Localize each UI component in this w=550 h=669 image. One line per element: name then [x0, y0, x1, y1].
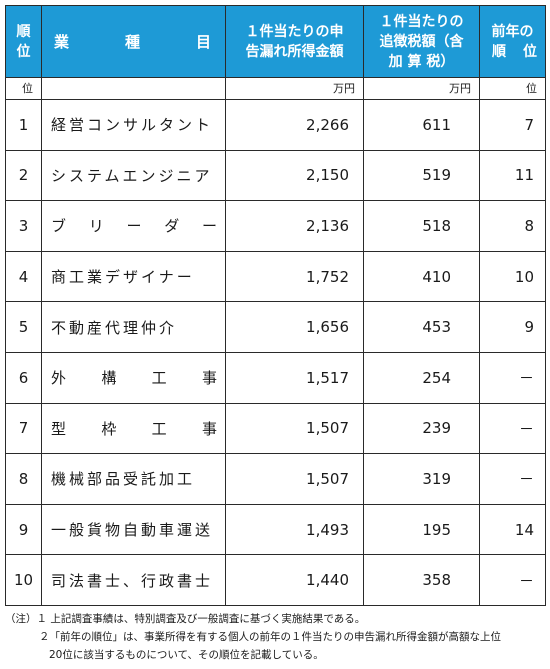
table-row: 3 ブリーダー 2,136 518 8 — [5, 200, 546, 252]
gyoshu-name: 不動産代理仲介 — [51, 318, 178, 337]
table-row: 5 不動産代理仲介 1,656 453 9 — [5, 301, 546, 353]
table-row: 6 外構工事 1,517 254 － — [5, 351, 546, 404]
unit-rank: 位 — [5, 77, 42, 100]
gyoshu-cell: 一般貨物自動車運送 — [41, 503, 226, 556]
gyoshu-cell: 商工業デザイナー — [41, 250, 226, 303]
gyoshu-name: 型枠工事 — [51, 419, 217, 438]
table-row: 8 機械部品受託加工 1,507 319 － — [5, 453, 546, 505]
tax-cell: 410 — [363, 250, 480, 303]
gyoshu-cell: 不動産代理仲介 — [41, 301, 226, 353]
rank-cell: 5 — [5, 301, 42, 353]
prev-rank-cell: 10 — [479, 250, 546, 303]
rank-cell: 8 — [5, 453, 42, 505]
units-row: 位 万円 万円 位 — [5, 77, 546, 100]
header-row: 順 位 業 種 目 １件当たりの申 告漏れ所得金額 １件当たりの 追徴税額（ — [5, 5, 546, 78]
amount-cell: 1,752 — [225, 250, 364, 303]
tax-cell: 195 — [363, 503, 480, 556]
prev-rank-cell: 11 — [479, 149, 546, 202]
tax-cell: 453 — [363, 301, 480, 353]
gyoshu-cell: システムエンジニア — [41, 149, 226, 202]
note-line-2: ２「前年の順位」は、事業所得を有する個人の前年の１件当たりの申告漏れ所得金額が高… — [39, 631, 501, 643]
tax-cell: 518 — [363, 200, 480, 252]
gyoshu-cell: 機械部品受託加工 — [41, 453, 226, 505]
header-prev-rank: 前年の 順 位 — [479, 5, 546, 78]
footnotes: （注）１ 上記調査事績は、特別調査及び一般調査に基づく実施結果である。 ２「前年… — [5, 610, 550, 664]
rank-cell: 9 — [5, 503, 42, 556]
gyoshu-name: 機械部品受託加工 — [51, 470, 196, 489]
amount-cell: 1,517 — [225, 351, 364, 404]
unit-empty — [41, 77, 226, 100]
header-amount: １件当たりの申 告漏れ所得金額 — [225, 5, 364, 78]
gyoshu-name: 司法書士、行政書士 — [51, 571, 214, 590]
gyoshu-name: システムエンジニア — [51, 166, 213, 185]
gyoshu-name: 外構工事 — [51, 369, 217, 388]
prev-rank-cell: 14 — [479, 503, 546, 556]
tax-cell: 254 — [363, 351, 480, 404]
tax-cell: 358 — [363, 554, 480, 606]
unit-prev: 位 — [479, 77, 546, 100]
header-tax: １件当たりの 追徴税額（含 加 算 税） — [363, 5, 480, 78]
prev-rank-cell: 7 — [479, 99, 546, 151]
gyoshu-cell: 外構工事 — [41, 351, 226, 404]
prev-rank-cell: － — [479, 402, 546, 455]
gyoshu-cell: ブリーダー — [41, 200, 226, 252]
amount-cell: 1,507 — [225, 453, 364, 505]
header-gyoshu: 業 種 目 — [41, 5, 226, 78]
prev-rank-cell: 9 — [479, 301, 546, 353]
rank-cell: 7 — [5, 402, 42, 455]
table-row: 1 経営コンサルタント 2,266 611 7 — [5, 99, 546, 151]
unit-amount: 万円 — [225, 77, 364, 100]
rank-cell: 10 — [5, 554, 42, 606]
unit-tax: 万円 — [363, 77, 480, 100]
gyoshu-cell: 経営コンサルタント — [41, 99, 226, 151]
amount-cell: 1,507 — [225, 402, 364, 455]
prev-rank-cell: － — [479, 351, 546, 404]
amount-cell: 2,150 — [225, 149, 364, 202]
gyoshu-cell: 型枠工事 — [41, 402, 226, 455]
rank-cell: 4 — [5, 250, 42, 303]
amount-cell: 2,266 — [225, 99, 364, 151]
note-line-1: （注）１ 上記調査事績は、特別調査及び一般調査に基づく実施結果である。 — [5, 613, 366, 625]
table-row: 7 型枠工事 1,507 239 － — [5, 402, 546, 455]
tax-cell: 611 — [363, 99, 480, 151]
prev-rank-cell: 8 — [479, 200, 546, 252]
amount-cell: 2,136 — [225, 200, 364, 252]
prev-rank-cell: － — [479, 453, 546, 505]
amount-cell: 1,440 — [225, 554, 364, 606]
rank-cell: 6 — [5, 351, 42, 404]
amount-cell: 1,493 — [225, 503, 364, 556]
tax-cell: 519 — [363, 149, 480, 202]
gyoshu-name: 商工業デザイナー — [51, 268, 195, 287]
rank-cell: 1 — [5, 99, 42, 151]
gyoshu-name: 経営コンサルタント — [51, 116, 214, 135]
note-line-3: 20位に該当するものについて、その順位を記載している。 — [49, 649, 324, 661]
tax-cell: 319 — [363, 453, 480, 505]
header-rank: 順 位 — [5, 5, 42, 78]
ranking-table: 順 位 業 種 目 １件当たりの申 告漏れ所得金額 １件当たりの 追徴税額（ — [5, 5, 546, 606]
gyoshu-name: ブリーダー — [51, 217, 217, 236]
table-row: 4 商工業デザイナー 1,752 410 10 — [5, 250, 546, 303]
tax-cell: 239 — [363, 402, 480, 455]
table-row: 2 システムエンジニア 2,150 519 11 — [5, 149, 546, 202]
gyoshu-cell: 司法書士、行政書士 — [41, 554, 226, 606]
amount-cell: 1,656 — [225, 301, 364, 353]
table-row: 10 司法書士、行政書士 1,440 358 － — [5, 554, 546, 606]
rank-cell: 2 — [5, 149, 42, 202]
prev-rank-cell: － — [479, 554, 546, 606]
gyoshu-name: 一般貨物自動車運送 — [51, 521, 214, 540]
table-row: 9 一般貨物自動車運送 1,493 195 14 — [5, 503, 546, 556]
rank-cell: 3 — [5, 200, 42, 252]
